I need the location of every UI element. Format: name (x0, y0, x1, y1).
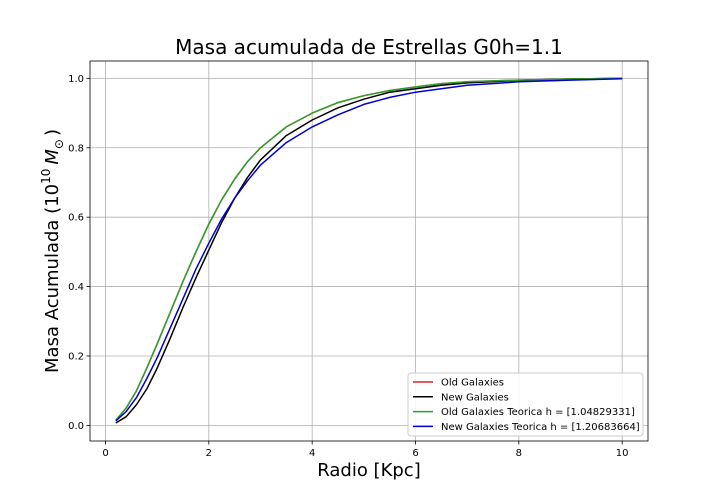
series-line-2 (115, 77, 623, 424)
x-tick-label: 8 (516, 448, 522, 459)
x-tick-label: 6 (412, 448, 418, 459)
x-tick-label: 2 (206, 448, 212, 459)
grid (90, 61, 648, 441)
legend-entry: Old Galaxies Teorica h = [1.04829331] (441, 407, 635, 418)
y-axis-label-close: ) (42, 129, 63, 136)
x-tick-label: 10 (616, 448, 629, 459)
x-tick-label: 0 (102, 448, 108, 459)
y-axis-label-unit: M (42, 149, 63, 165)
series-line-4 (115, 77, 623, 422)
plot-area-frame (89, 60, 649, 442)
series-lines (115, 77, 623, 424)
series-line-1 (115, 77, 623, 421)
y-axis-label: Masa Acumulada (1010 M⊙) (39, 129, 66, 373)
x-axis-label: Radio [Kpc] (317, 460, 420, 481)
legend: Old Galaxies New Galaxies Old Galaxies Teo… (407, 372, 644, 437)
y-tick-label: 0.4 (68, 282, 84, 293)
y-tick-label: 0.0 (68, 421, 84, 432)
legend-entry: Old Galaxies (441, 378, 504, 389)
y-axis-label-exponent: 10 (39, 169, 53, 184)
series-line-3 (115, 77, 623, 421)
y-axis-label-main: Masa Acumulada (10 (42, 184, 63, 373)
y-axis-label-subscript: ⊙ (52, 139, 66, 149)
y-tick-label: 0.6 (68, 213, 84, 224)
legend-box (407, 372, 644, 437)
y-tick-label: 0.8 (68, 143, 84, 154)
legend-entry: New Galaxies (441, 392, 509, 403)
y-tick-label: 0.2 (68, 351, 84, 362)
y-tick-label: 1.0 (68, 74, 84, 85)
legend-entry: New Galaxies Teorica h = [1.20683664] (441, 422, 640, 433)
axis-ticks: 0 2 4 6 8 10 0.0 0.2 0.4 0.6 0.8 1.0 (68, 74, 628, 459)
chart-title: Masa acumulada de Estrellas G0h=1.1 (175, 35, 563, 59)
x-tick-label: 4 (309, 448, 315, 459)
